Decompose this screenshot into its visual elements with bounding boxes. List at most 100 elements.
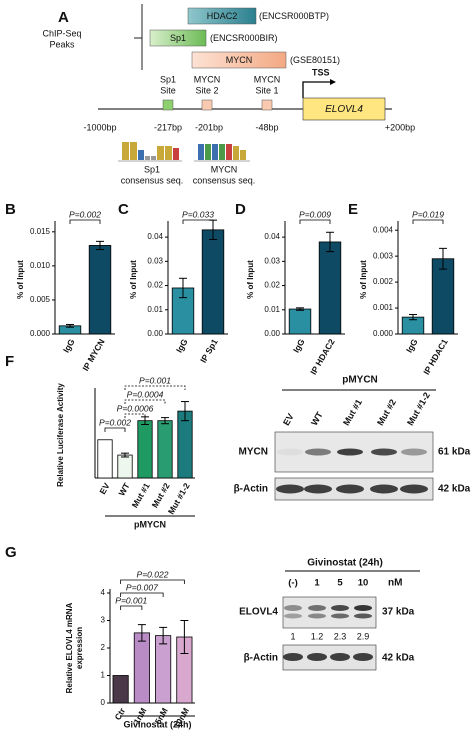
y-tick-label: 0.00 — [264, 329, 280, 338]
band — [307, 653, 327, 661]
bar — [201, 229, 225, 335]
position-label: -217bp — [154, 122, 182, 132]
significance-bracket — [412, 219, 444, 224]
band — [284, 613, 302, 619]
panel-a: A ChIP-Seq Peaks HDAC2 (ENCSR000BTP) Sp1… — [42, 4, 415, 185]
error-bar — [409, 314, 417, 321]
p-value: P=0.0006 — [117, 403, 154, 413]
site-name: Site 2 — [195, 85, 218, 95]
peak-name: HDAC2 — [207, 11, 238, 21]
panel-label: C — [118, 201, 129, 218]
bar — [97, 439, 113, 479]
band — [400, 484, 428, 494]
position-label: +200bp — [385, 122, 415, 132]
bar — [288, 308, 312, 335]
y-tick-label: 0.03 — [147, 256, 163, 265]
site-name: Site — [160, 85, 176, 95]
sequence-logo — [122, 142, 179, 160]
y-tick-label: 0.00 — [147, 329, 163, 338]
site-box — [162, 99, 174, 111]
p-value: P=0.019 — [412, 209, 444, 219]
bar — [88, 245, 112, 335]
lane-label: (-) — [288, 578, 298, 589]
quantification: 1.2 — [311, 631, 324, 641]
y-axis-label: % of Input — [129, 260, 138, 299]
y-tick-label: 0.02 — [147, 281, 163, 290]
panel-label: G — [5, 544, 17, 561]
group-label: pMYCN — [134, 519, 166, 529]
band — [308, 605, 326, 611]
lane-label: Mut #1-2 — [405, 391, 432, 428]
blot-size: 61 kDa — [438, 447, 471, 458]
peak-box — [149, 29, 207, 47]
error-bar — [326, 231, 334, 253]
band — [337, 448, 363, 456]
significance-bracket — [124, 399, 166, 404]
lane-label: 5 — [337, 578, 343, 589]
consensus-label: MYCN — [211, 164, 238, 174]
error-bar — [180, 620, 189, 654]
error-bar — [159, 626, 168, 645]
significance-bracket — [120, 579, 185, 584]
x-tick-label: IgG — [174, 337, 190, 355]
bracket — [134, 4, 143, 70]
significance-bracket — [182, 219, 214, 224]
y-tick-label: 0.03 — [264, 256, 280, 265]
y-axis-label: Relative Luciferase Activity — [56, 383, 65, 487]
y-tick-label: 0.015 — [30, 227, 51, 236]
bar — [318, 241, 342, 335]
peak-name: Sp1 — [170, 33, 186, 43]
bar — [155, 635, 172, 704]
peak-box — [191, 51, 287, 69]
tss-label: TSS — [312, 67, 330, 77]
error-bar — [296, 307, 304, 311]
y-tick-label: 2 — [101, 643, 106, 652]
band — [353, 653, 373, 661]
site-name: MYCN — [194, 74, 221, 84]
y-axis-label: % of Input — [359, 260, 368, 299]
panel-label: F — [5, 353, 14, 370]
y-tick-label: 0.000 — [30, 329, 51, 338]
peak-id: (GSE80151) — [290, 55, 340, 65]
p-value: P=0.007 — [126, 582, 158, 592]
significance-bracket — [124, 385, 186, 390]
gene-name: ELOVL4 — [325, 104, 363, 115]
group-label: Givinostat (24h) — [123, 719, 191, 729]
band — [283, 653, 303, 661]
band — [276, 484, 304, 494]
y-tick-label: 4 — [101, 588, 106, 597]
band — [354, 605, 372, 611]
sequence-logo — [198, 144, 246, 160]
y-tick-label: 0 — [101, 698, 106, 707]
quantification: 2.3 — [334, 631, 347, 641]
band — [371, 448, 397, 456]
significance-bracket — [120, 605, 143, 610]
tss-arrow — [302, 81, 330, 98]
lane-label: WT — [309, 410, 325, 428]
blot-title: Givinostat (24h) — [307, 558, 383, 569]
p-value: P=0.0004 — [127, 389, 164, 399]
band — [304, 484, 332, 494]
band — [401, 448, 427, 456]
x-tick-label: IgG — [291, 337, 307, 355]
lane-label: Mut #1 — [341, 397, 364, 427]
y-tick-label: 0.000 — [373, 329, 394, 338]
error-bar — [121, 452, 129, 458]
band — [336, 484, 364, 494]
site-name: Sp1 — [160, 74, 176, 84]
bar — [133, 632, 150, 704]
blot-size: 42 kDa — [438, 484, 471, 495]
band — [305, 448, 331, 456]
p-value: P=0.022 — [137, 569, 169, 579]
bar — [157, 420, 173, 479]
blot-image — [282, 596, 377, 629]
p-value: P=0.001 — [115, 595, 147, 605]
blot-row-label: ELOVL4 — [239, 607, 278, 618]
blot-row-label: MYCN — [239, 447, 268, 458]
x-tick-label: IP HDAC2 — [308, 337, 337, 376]
p-value: P=0.002 — [69, 209, 101, 219]
x-tick-label: IP HDAC1 — [421, 337, 450, 376]
error-bar — [179, 277, 187, 299]
y-axis-label: Relative ELOVL4 mRNA — [65, 602, 74, 693]
